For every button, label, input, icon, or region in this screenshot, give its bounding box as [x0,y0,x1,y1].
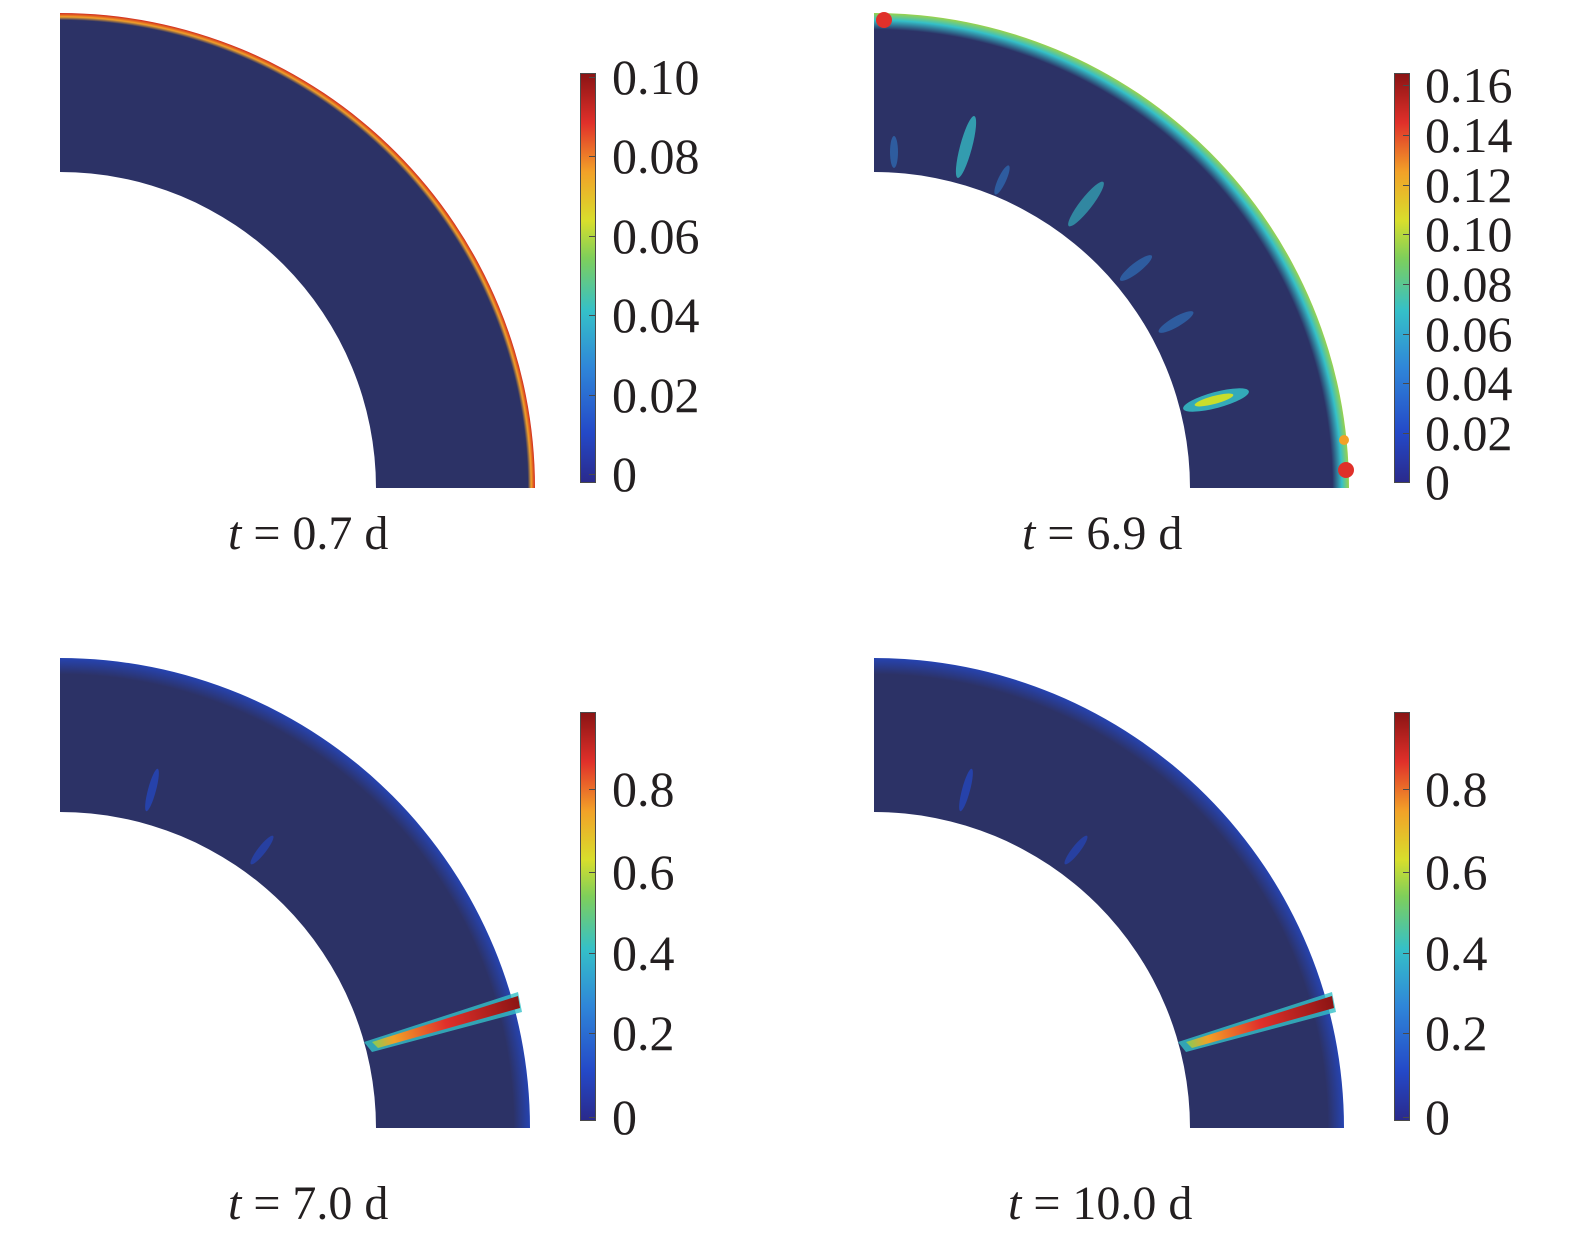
colorbar-tick [1403,284,1409,285]
colorbar-tick-label: 0.12 [1425,157,1513,213]
colorbar [580,73,596,483]
colorbar-tick [589,789,595,790]
colorbar-tick-label: 0.8 [1425,761,1488,817]
annulus-field [60,658,530,1128]
colorbar-tick-label: 0 [1425,454,1450,510]
colorbar [580,712,596,1121]
caption: t = 6.9 d [1022,507,1183,560]
colorbar-tick [1403,1033,1409,1034]
colorbar-tick [1403,85,1409,86]
colorbar-tick [1403,234,1409,235]
hot-spot [876,12,892,28]
annulus-plot [874,12,1354,488]
colorbar-tick-label: 0.6 [1425,844,1488,900]
damage-streak [890,136,898,168]
colorbar-tick-label: 0.16 [1425,57,1513,113]
colorbar-tick [1403,334,1409,335]
colorbar-tick [1403,1117,1409,1118]
colorbar-tick-label: 0.2 [612,1005,675,1061]
colorbar-tick [589,156,595,157]
annulus-field [874,13,1349,488]
colorbar-tick-label: 0 [612,1089,637,1145]
colorbar-tick [1403,789,1409,790]
colorbar-tick-label: 0 [1425,1089,1450,1145]
colorbar-tick-label: 0.4 [612,925,675,981]
colorbar-tick [1403,953,1409,954]
damage-streak [1068,181,1104,227]
colorbar-tick [589,953,595,954]
colorbar-tick [589,77,595,78]
panel-t-6-9: t = 6.9 d 0.16 0.14 0.12 0.10 0.08 0.06 … [814,0,1575,600]
annulus-plot [874,658,1344,1128]
colorbar-tick-label: 0.10 [1425,206,1513,262]
colorbar-tick [589,474,595,475]
colorbar-tick-label: 0.02 [1425,405,1513,461]
damage-streak [250,835,274,865]
hot-spot [1339,435,1349,445]
colorbar-tick-label: 0.04 [1425,355,1513,411]
colorbar-tick-label: 0.10 [612,49,700,105]
damage-streak [1064,835,1088,865]
colorbar-tick [1403,185,1409,186]
annulus-field [874,658,1344,1128]
colorbar-tick [589,1033,595,1034]
panel-t-7-0: t = 7.0 d 0.8 0.6 0.4 0.2 0 [0,640,780,1235]
caption: t = 0.7 d [228,507,389,560]
colorbar-tick-label: 0.6 [612,844,675,900]
damage-streak [1158,311,1194,333]
damage-streak [994,165,1010,195]
colorbar-tick [1403,383,1409,384]
colorbar-tick-label: 0.8 [612,761,675,817]
colorbar-tick-label: 0 [612,446,637,502]
colorbar-tick-label: 0.14 [1425,107,1513,163]
colorbar [1394,73,1410,483]
panel-t-10-0: t = 10.0 d 0.8 0.6 0.4 0.2 0 [814,640,1575,1235]
damage-streak [1119,255,1153,281]
colorbar-tick [1403,482,1409,483]
colorbar-tick [1403,872,1409,873]
colorbar-tick [1403,433,1409,434]
panel-t-0-7: t = 0.7 d 0.10 0.08 0.06 0.04 0.02 0 [0,0,780,600]
colorbar-tick-label: 0.06 [1425,306,1513,362]
colorbar-tick-label: 0.02 [612,367,700,423]
annulus-plot [60,658,530,1128]
colorbar-tick [589,1117,595,1118]
colorbar-tick-label: 0.08 [1425,256,1513,312]
colorbar-tick [589,872,595,873]
colorbar [1394,712,1410,1121]
colorbar-tick-label: 0.04 [612,287,700,343]
caption: t = 7.0 d [228,1177,389,1230]
damage-streak [959,768,973,812]
colorbar-tick-label: 0.4 [1425,925,1488,981]
annulus-field [60,13,535,488]
hot-spot [1338,462,1354,478]
caption: t = 10.0 d [1008,1177,1193,1230]
annulus-plot [60,13,535,488]
crack-band [1186,996,1334,1048]
colorbar-tick [589,395,595,396]
colorbar-tick [1403,135,1409,136]
colorbar-tick-label: 0.08 [612,128,700,184]
colorbar-tick-label: 0.2 [1425,1005,1488,1061]
colorbar-tick-label: 0.06 [612,208,700,264]
crack-band [372,996,520,1048]
damage-streak [955,116,977,178]
damage-streak [1194,393,1234,407]
damage-streak [145,768,159,812]
colorbar-tick [589,236,595,237]
colorbar-tick [589,315,595,316]
